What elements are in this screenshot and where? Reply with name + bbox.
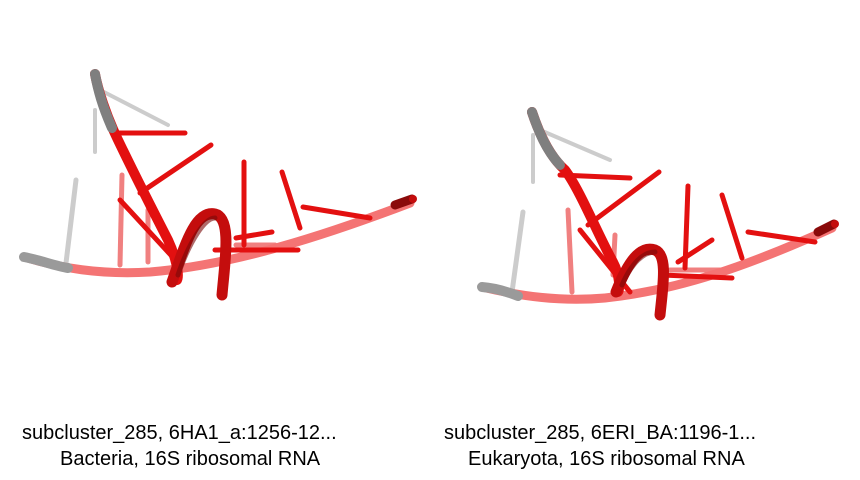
- rna-structure-image-right: [477, 107, 839, 321]
- structure-panel-left: subcluster_285, 6HA1_a:1256-12... Bacter…: [0, 69, 430, 472]
- caption-left: subcluster_285, 6HA1_a:1256-12... Bacter…: [0, 420, 430, 472]
- caption-right: subcluster_285, 6ERI_BA:1196-1... Eukary…: [430, 420, 860, 472]
- organism-label: Bacteria, 16S ribosomal RNA: [60, 448, 321, 470]
- rna-structure-image-left: [19, 69, 417, 301]
- subcluster-label: subcluster_285, 6ERI_BA:1196-1...: [444, 422, 757, 444]
- structure-panel-right: subcluster_285, 6ERI_BA:1196-1... Eukary…: [430, 0, 860, 480]
- subcluster-label: subcluster_285, 6HA1_a:1256-12...: [22, 422, 337, 444]
- organism-label: Eukaryota, 16S ribosomal RNA: [468, 448, 745, 470]
